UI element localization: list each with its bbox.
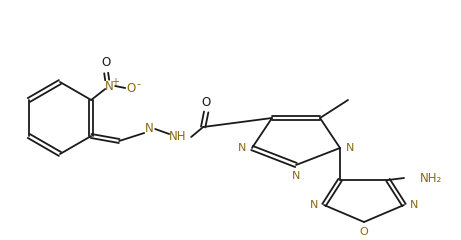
Text: O: O <box>360 227 368 237</box>
Text: +: + <box>111 77 119 87</box>
Text: O: O <box>201 96 211 108</box>
Text: N: N <box>238 143 246 153</box>
Text: NH₂: NH₂ <box>420 172 442 185</box>
Text: N: N <box>410 200 418 210</box>
Text: N: N <box>292 171 300 181</box>
Text: O: O <box>101 56 111 70</box>
Text: O: O <box>127 82 136 95</box>
Text: N: N <box>145 122 154 136</box>
Text: N: N <box>346 143 354 153</box>
Text: N: N <box>105 79 113 92</box>
Text: N: N <box>310 200 318 210</box>
Text: -: - <box>136 79 140 89</box>
Text: NH: NH <box>168 131 186 144</box>
